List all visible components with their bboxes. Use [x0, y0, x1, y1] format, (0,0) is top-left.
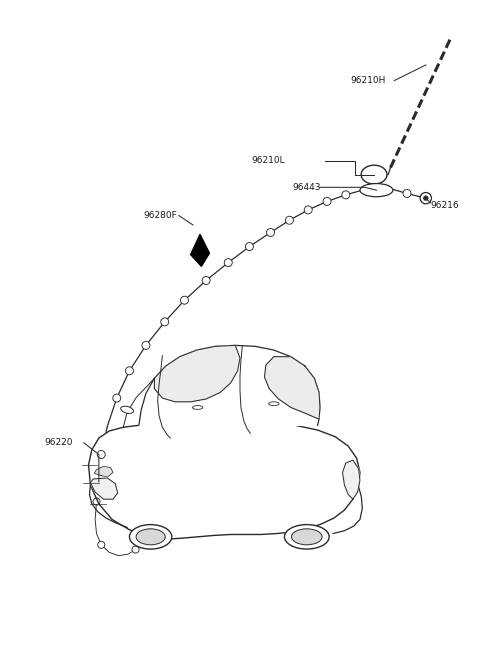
- Circle shape: [97, 451, 105, 458]
- Polygon shape: [155, 345, 240, 402]
- Polygon shape: [264, 357, 320, 419]
- Circle shape: [420, 193, 432, 204]
- Circle shape: [304, 206, 312, 214]
- Circle shape: [266, 229, 275, 236]
- Circle shape: [424, 196, 428, 200]
- Polygon shape: [94, 466, 113, 477]
- Text: 96220: 96220: [45, 438, 73, 447]
- Ellipse shape: [269, 402, 279, 405]
- Circle shape: [180, 296, 189, 304]
- Ellipse shape: [130, 525, 172, 549]
- Ellipse shape: [120, 406, 133, 413]
- Polygon shape: [139, 345, 320, 425]
- Ellipse shape: [361, 165, 387, 184]
- Polygon shape: [88, 421, 360, 539]
- Circle shape: [98, 541, 105, 548]
- Ellipse shape: [285, 525, 329, 549]
- Polygon shape: [90, 478, 118, 499]
- Text: 96210H: 96210H: [350, 76, 386, 85]
- Circle shape: [403, 189, 411, 197]
- Circle shape: [132, 546, 139, 553]
- Circle shape: [125, 367, 133, 375]
- Text: 96216: 96216: [431, 200, 459, 210]
- Circle shape: [161, 318, 169, 326]
- Ellipse shape: [360, 183, 393, 196]
- Circle shape: [375, 183, 383, 191]
- Circle shape: [245, 242, 253, 251]
- Circle shape: [224, 259, 232, 267]
- Circle shape: [202, 276, 210, 284]
- Ellipse shape: [136, 529, 165, 545]
- Circle shape: [142, 341, 150, 349]
- Text: 96210L: 96210L: [252, 156, 286, 165]
- Text: 96280F: 96280F: [144, 211, 177, 220]
- Circle shape: [113, 394, 121, 402]
- Circle shape: [286, 216, 293, 224]
- Circle shape: [342, 191, 350, 199]
- Polygon shape: [191, 234, 209, 267]
- Circle shape: [93, 498, 100, 505]
- Polygon shape: [343, 460, 360, 499]
- Ellipse shape: [291, 529, 322, 545]
- Circle shape: [323, 197, 331, 206]
- Ellipse shape: [192, 405, 203, 409]
- Text: 96443: 96443: [293, 183, 321, 192]
